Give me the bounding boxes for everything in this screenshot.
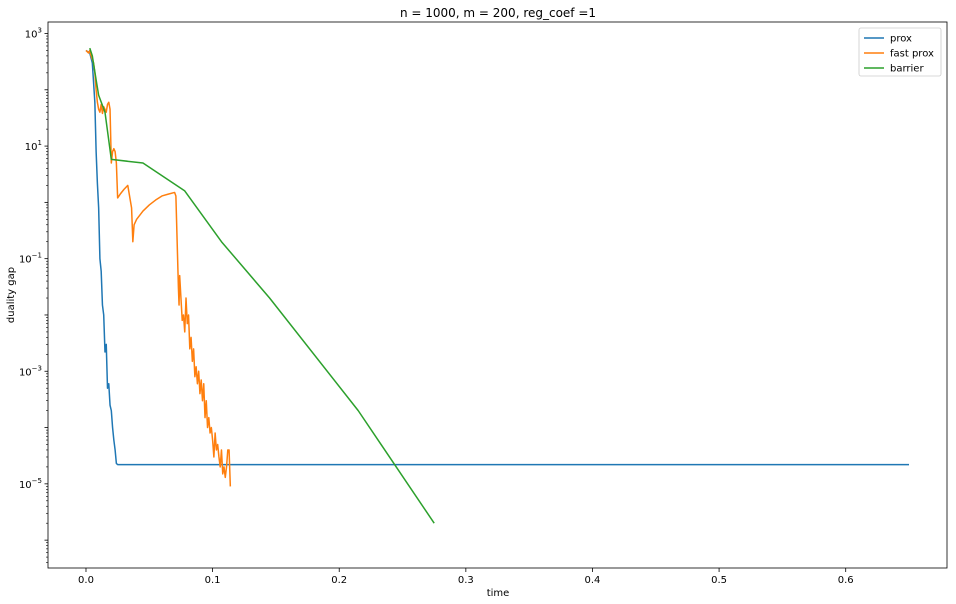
- series-layer: [85, 47, 910, 524]
- y-axis: 103 101 10−1 10−3 10−5: [19, 26, 48, 563]
- series-line-prox: [85, 49, 910, 466]
- legend-label-prox: prox: [890, 34, 912, 45]
- series-line-barrier: [89, 47, 435, 524]
- legend-frame: [858, 27, 942, 77]
- legend: prox fast prox barrier: [858, 27, 942, 77]
- y-axis-label: duality gap: [6, 267, 17, 323]
- plot-area: [47, 21, 948, 569]
- x-tick-label: 0.4: [585, 575, 601, 586]
- y-tick-label: 101: [25, 139, 42, 153]
- legend-label-barrier: barrier: [890, 64, 924, 75]
- x-tick-label: 0.5: [711, 575, 727, 586]
- series-line-fast-prox: [85, 49, 232, 487]
- x-axis: 0.0 0.1 0.2 0.3 0.4 0.5 0.6: [78, 568, 854, 586]
- y-tick-label: 10−1: [19, 252, 42, 266]
- y-tick-label: 10−3: [19, 364, 42, 378]
- x-axis-label: time: [487, 588, 510, 599]
- x-tick-label: 0.3: [458, 575, 474, 586]
- x-tick-label: 0.2: [331, 575, 347, 586]
- x-tick-label: 0.0: [78, 575, 94, 586]
- chart-title: n = 1000, m = 200, reg_coef =1: [400, 6, 596, 20]
- legend-label-fast-prox: fast prox: [890, 49, 934, 60]
- x-tick-label: 0.6: [838, 575, 854, 586]
- y-tick-label: 103: [25, 26, 42, 40]
- y-tick-label: 10−5: [19, 477, 42, 491]
- x-tick-label: 0.1: [205, 575, 221, 586]
